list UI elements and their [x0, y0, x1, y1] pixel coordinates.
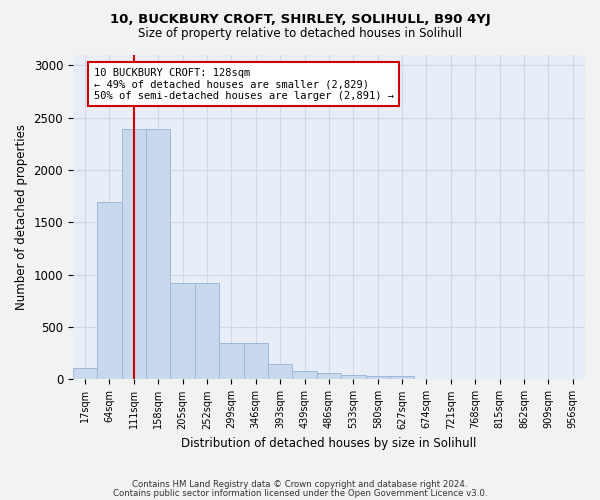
Bar [170, 283, 195, 380]
Bar [219, 343, 244, 380]
Bar [390, 376, 415, 380]
Y-axis label: Number of detached properties: Number of detached properties [15, 124, 28, 310]
Bar [317, 373, 341, 380]
Text: 10, BUCKBURY CROFT, SHIRLEY, SOLIHULL, B90 4YJ: 10, BUCKBURY CROFT, SHIRLEY, SOLIHULL, B… [110, 12, 490, 26]
Bar [292, 371, 317, 380]
Bar [97, 202, 122, 380]
Text: Size of property relative to detached houses in Solihull: Size of property relative to detached ho… [138, 28, 462, 40]
Text: 10 BUCKBURY CROFT: 128sqm
← 49% of detached houses are smaller (2,829)
50% of se: 10 BUCKBURY CROFT: 128sqm ← 49% of detac… [94, 68, 394, 101]
Bar [365, 376, 390, 380]
Bar [73, 368, 97, 380]
Bar [341, 376, 365, 380]
X-axis label: Distribution of detached houses by size in Solihull: Distribution of detached houses by size … [181, 437, 476, 450]
Text: Contains HM Land Registry data © Crown copyright and database right 2024.: Contains HM Land Registry data © Crown c… [132, 480, 468, 489]
Bar [146, 130, 170, 380]
Text: Contains public sector information licensed under the Open Government Licence v3: Contains public sector information licen… [113, 489, 487, 498]
Bar [244, 343, 268, 380]
Bar [122, 130, 146, 380]
Bar [195, 283, 219, 380]
Bar [268, 364, 292, 380]
